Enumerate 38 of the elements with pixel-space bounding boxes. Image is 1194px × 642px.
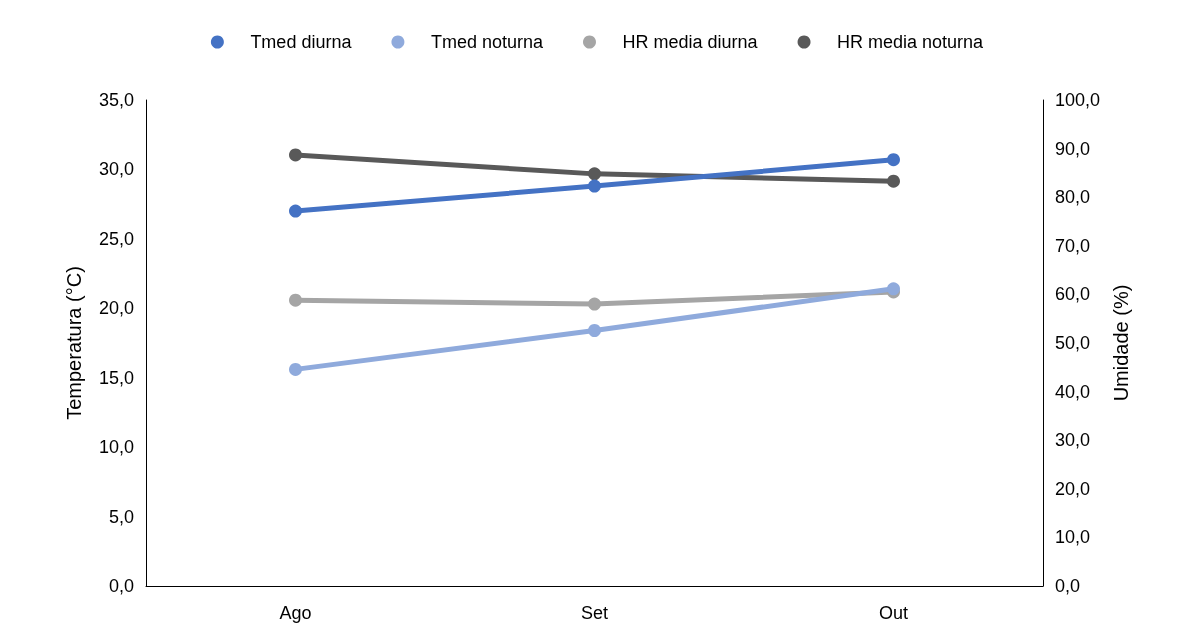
point [289, 293, 302, 307]
y2-tick-label: 10,0 [1055, 527, 1091, 548]
y2-tick-label: 30,0 [1055, 430, 1091, 451]
y-tick-label: 5,0 [108, 506, 134, 527]
point [887, 153, 900, 167]
point [887, 174, 900, 188]
y2-tick-label: 20,0 [1055, 478, 1091, 499]
point [588, 324, 601, 337]
point [588, 179, 601, 193]
y-tick-label: 30,0 [98, 159, 134, 180]
y2-tick-label: 70,0 [1055, 235, 1091, 256]
y-axis-title: Temperatura (°C) [63, 266, 85, 420]
point [289, 204, 302, 218]
y-tick-label: 0,0 [108, 576, 134, 596]
y2-tick-label: 0,0 [1055, 576, 1081, 596]
y-tick-label: 35,0 [98, 90, 134, 110]
x-tick-label: Out [878, 603, 909, 623]
y2-tick-label: 80,0 [1055, 187, 1091, 208]
legend-label: HR media diurna [622, 32, 759, 52]
y2-tick-label: 100,0 [1055, 90, 1101, 110]
y2-tick-label: 40,0 [1055, 381, 1091, 402]
y2-tick-label: 60,0 [1055, 284, 1091, 305]
point [588, 297, 601, 311]
point [289, 148, 302, 162]
x-tick-label: Set [580, 603, 609, 623]
y-tick-label: 15,0 [98, 367, 134, 388]
y-tick-label: 25,0 [98, 228, 134, 249]
point [289, 362, 302, 376]
y2-axis-title: Umidade (%) [1109, 284, 1132, 402]
y2-tick-label: 90,0 [1055, 138, 1091, 159]
y2-tick-label: 50,0 [1055, 333, 1091, 353]
point [588, 167, 601, 181]
legend-label: HR media noturna [837, 32, 985, 52]
y-tick-label: 10,0 [98, 437, 134, 458]
x-tick-label: Ago [279, 603, 312, 623]
legend-label: Tmed noturna [430, 32, 544, 52]
legend-label: Tmed diurna [250, 32, 353, 52]
y-tick-label: 20,0 [98, 298, 134, 319]
